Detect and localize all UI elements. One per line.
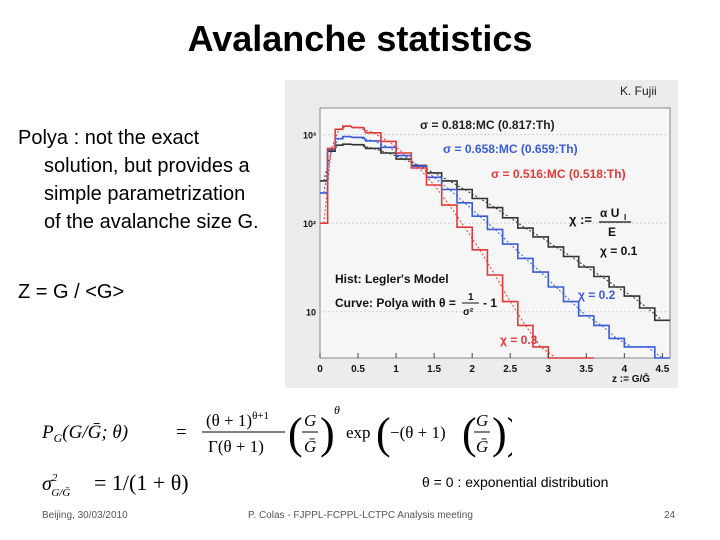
frac-num: 1 — [468, 292, 474, 303]
curve-label: Curve: Polya with θ = — [335, 296, 456, 310]
plot-svg: 0 0.5 1 1.5 2 2.5 3 3.5 4 4.5 10 10² 10³ σ = 0.818:M… — [303, 107, 671, 385]
x-tick-label-4: 2 — [469, 364, 475, 375]
bullet-line-3: simple parametrization — [44, 183, 246, 205]
chi-blue-label: χ = 0.2 — [578, 288, 616, 302]
formula-gbar: Ḡ — [304, 437, 316, 456]
axis-ticks: 0 0.5 1 1.5 2 2.5 3 3.5 4 4.5 10 10² 10³ — [303, 131, 670, 375]
formula-lhs: PG(G/Ḡ; θ) — [42, 422, 128, 445]
chi-def-sub: I — [624, 213, 626, 222]
chi-def-num: α U — [600, 206, 619, 220]
formula-paren-r2: )) — [492, 409, 512, 458]
histogram-black — [320, 143, 670, 322]
bullet-line-1: Polya : not the exact — [18, 127, 200, 149]
formula-g: G — [304, 411, 316, 430]
x-tick-label-5: 2.5 — [503, 364, 517, 375]
x-tick-label-7: 3.5 — [579, 364, 593, 375]
x-tick-label-3: 1.5 — [427, 364, 441, 375]
theta-note: θ = 0 : exponential distribution — [422, 474, 609, 490]
y-tick-label-2: 10³ — [303, 131, 316, 141]
credit-label: K. Fujii — [620, 84, 657, 98]
footer-meeting: P. Colas - FJPPL-FCPPL-LCTPC Analysis me… — [248, 510, 473, 521]
formula-paren-l2: ( — [462, 409, 477, 458]
formula-equals: = — [176, 422, 187, 443]
formula-den: Γ(θ + 1) — [208, 437, 264, 456]
x-tick-label-6: 3 — [545, 364, 551, 375]
sigma-black-label: σ = 0.818:MC (0.817:Th) — [420, 118, 555, 132]
bullet-text: Polya : not the exact solution, but prov… — [18, 124, 288, 236]
curve-label-tail: - 1 — [483, 296, 497, 310]
formula-num: (θ + 1)θ+1 — [206, 410, 269, 430]
polya-formula: PG(G/Ḡ; θ) = (θ + 1)θ+1 Γ(θ + 1) ( G Ḡ )… — [42, 403, 512, 458]
variance-formula: σ2 G/Ḡ = 1/(1 + θ) — [42, 470, 189, 499]
variance-lhs: σ2 G/Ḡ — [42, 472, 70, 499]
frac-den: σ² — [463, 307, 474, 318]
z-definition: Z = G / <G> — [18, 281, 125, 303]
y-tick-label-0: 10 — [306, 308, 316, 318]
histogram-red — [320, 125, 594, 359]
x-tick-label-8: 4 — [622, 364, 628, 375]
chi-red-label: χ = 0.3 — [500, 333, 538, 347]
avalanche-plot: 0 0.5 1 1.5 2 2.5 3 3.5 4 4.5 10 10² 10³ σ = 0.818:M… — [285, 80, 678, 388]
x-tick-label-2: 1 — [393, 364, 399, 375]
formula-paren-l: ( — [288, 409, 303, 458]
sigma-red-label: σ = 0.516:MC (0.518:Th) — [491, 167, 626, 181]
histograms — [320, 125, 670, 359]
bullet-line-2: solution, but provides a — [44, 155, 250, 177]
x-tick-label-9: 4.5 — [655, 364, 669, 375]
formula-g2: G — [476, 411, 488, 430]
slide-title: Avalanche statistics — [187, 18, 533, 59]
histogram-blue — [320, 135, 670, 359]
y-tick-label-1: 10² — [303, 219, 316, 229]
x-tick-label-1: 0.5 — [351, 364, 365, 375]
chi-def-den: E — [608, 225, 616, 239]
x-axis-label: z := G/Ḡ — [612, 373, 650, 385]
bullet-line-4: of the avalanche size G. — [44, 211, 259, 233]
variance-rhs: = 1/(1 + θ) — [94, 470, 189, 495]
footer-date: Beijing, 30/03/2010 — [42, 510, 128, 521]
formula-exp: exp — [346, 423, 371, 442]
formula-exp-arg: −(θ + 1) — [390, 423, 446, 442]
formula-paren-r: ) — [320, 409, 335, 458]
formula-gbar2: Ḡ — [476, 437, 488, 456]
chi-black-label: χ = 0.1 — [600, 244, 638, 258]
hist-model-label: Hist: Legler's Model — [335, 272, 449, 286]
page-number: 24 — [664, 510, 676, 521]
chi-def-lhs: χ := — [569, 212, 592, 227]
formula-theta-exp: θ — [334, 403, 340, 417]
sigma-blue-label: σ = 0.658:MC (0.659:Th) — [443, 142, 578, 156]
x-tick-label-0: 0 — [317, 364, 323, 375]
formula-exp-paren-l: ( — [376, 409, 391, 458]
